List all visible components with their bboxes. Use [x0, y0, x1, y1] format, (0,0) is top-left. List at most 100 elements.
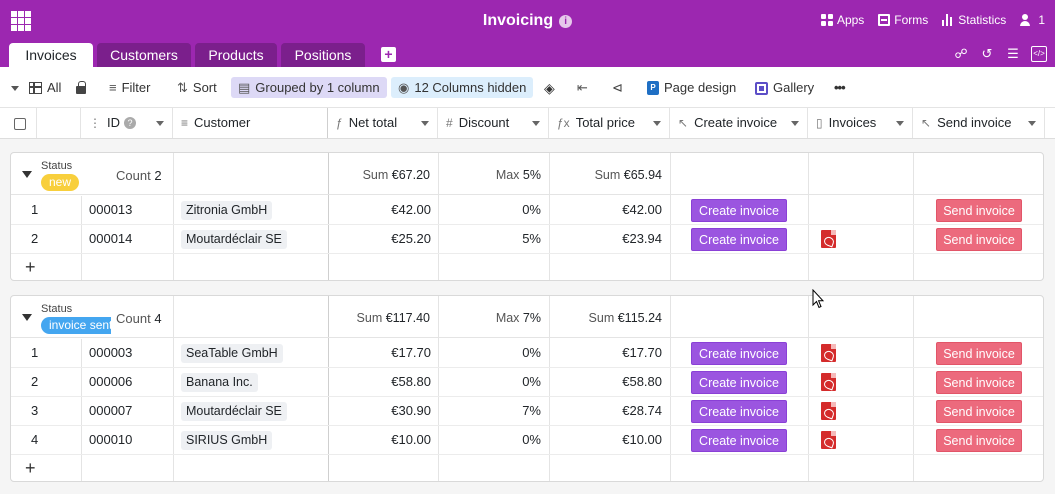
create-invoice-button[interactable]: Create invoice	[691, 228, 787, 251]
cell-total-price[interactable]: €17.70	[622, 345, 662, 360]
cell-total-price[interactable]: €23.94	[622, 231, 662, 246]
cell-net-total[interactable]: €30.90	[391, 403, 431, 418]
more-button[interactable]: •••	[834, 78, 846, 98]
cell-total-price[interactable]: €10.00	[622, 432, 662, 447]
send-invoice-button[interactable]: Send invoice	[936, 429, 1022, 452]
cell-discount[interactable]: 0%	[522, 432, 541, 447]
view-switcher[interactable]: All	[11, 78, 61, 98]
row-height-button[interactable]: ⇤	[577, 78, 588, 98]
table-row[interactable]: 3 000007 Moutardéclair SE €30.90 7% €28.…	[11, 397, 1043, 426]
send-invoice-button[interactable]: Send invoice	[936, 400, 1022, 423]
table-row[interactable]: 2 000006 Banana Inc. €58.80 0% €58.80 Cr…	[11, 368, 1043, 397]
column-header-discount[interactable]: # Discount	[438, 108, 549, 138]
tab-customers[interactable]: Customers	[97, 43, 191, 67]
statistics-button[interactable]: Statistics	[942, 13, 1006, 27]
chevron-down-icon[interactable]	[421, 121, 429, 126]
chevron-down-icon[interactable]	[1028, 121, 1036, 126]
chevron-down-icon[interactable]	[532, 121, 540, 126]
select-all-checkbox[interactable]	[14, 118, 26, 130]
tab-positions[interactable]: Positions	[281, 43, 365, 67]
cell-customer-link[interactable]: SeaTable GmbH	[181, 344, 283, 363]
cell-id[interactable]: 000003	[89, 345, 133, 360]
cell-id[interactable]: 000013	[89, 202, 133, 217]
column-header-id[interactable]: ⋮ ID?	[81, 108, 173, 138]
pdf-file-icon[interactable]	[821, 431, 836, 449]
column-header-customer[interactable]: ≡ Customer	[173, 108, 328, 138]
cell-net-total[interactable]: €17.70	[391, 345, 431, 360]
send-invoice-button[interactable]: Send invoice	[936, 342, 1022, 365]
cell-id[interactable]: 000007	[89, 403, 133, 418]
share-icon[interactable]: ☍	[954, 46, 968, 61]
table-row[interactable]: 4 000010 SIRIUS GmbH €10.00 0% €10.00 Cr…	[11, 426, 1043, 455]
info-icon[interactable]: i	[559, 15, 573, 28]
forms-button[interactable]: Forms	[878, 13, 928, 27]
cell-net-total[interactable]: €25.20	[391, 231, 431, 246]
tab-invoices[interactable]: Invoices	[9, 43, 93, 82]
cell-total-price[interactable]: €28.74	[622, 403, 662, 418]
app-menu-icon[interactable]	[11, 11, 31, 31]
column-header-net-total[interactable]: ƒ Net total	[328, 108, 438, 138]
page-design-button[interactable]: P Page design	[647, 78, 736, 98]
cell-discount[interactable]: 0%	[522, 374, 541, 389]
collapse-group-icon[interactable]	[22, 314, 32, 321]
table-row[interactable]: 1 000013 Zitronia GmbH €42.00 0% €42.00 …	[11, 196, 1043, 225]
send-invoice-button[interactable]: Send invoice	[936, 199, 1022, 222]
settings-sliders-icon[interactable]: ☰	[1007, 46, 1019, 61]
create-invoice-button[interactable]: Create invoice	[691, 429, 787, 452]
cell-discount[interactable]: 0%	[522, 202, 541, 217]
cell-total-price[interactable]: €42.00	[622, 202, 662, 217]
cell-customer-link[interactable]: Moutardéclair SE	[181, 230, 287, 249]
cell-discount[interactable]: 0%	[522, 345, 541, 360]
add-row-button[interactable]: +	[11, 254, 1043, 280]
collapse-group-icon[interactable]	[22, 171, 32, 178]
create-invoice-button[interactable]: Create invoice	[691, 371, 787, 394]
add-row-button[interactable]: +	[11, 455, 1043, 481]
chevron-down-icon[interactable]	[896, 121, 904, 126]
cell-customer-link[interactable]: Moutardéclair SE	[181, 402, 287, 421]
column-header-invoices[interactable]: ▯ Invoices	[808, 108, 913, 138]
filter-button[interactable]: ≡ Filter	[109, 78, 150, 98]
send-invoice-button[interactable]: Send invoice	[936, 371, 1022, 394]
send-invoice-button[interactable]: Send invoice	[936, 228, 1022, 251]
cell-net-total[interactable]: €42.00	[391, 202, 431, 217]
cell-id[interactable]: 000006	[89, 374, 133, 389]
pdf-file-icon[interactable]	[821, 373, 836, 391]
tab-products[interactable]: Products	[195, 43, 277, 67]
cell-id[interactable]: 000014	[89, 231, 133, 246]
gallery-button[interactable]: Gallery	[755, 78, 814, 98]
help-icon[interactable]: ?	[124, 117, 136, 129]
cell-customer-link[interactable]: Banana Inc.	[181, 373, 258, 392]
column-header-create-invoice[interactable]: ↖ Create invoice	[670, 108, 808, 138]
sort-button[interactable]: ⇅ Sort	[177, 78, 217, 98]
column-header-total-price[interactable]: ƒx Total price	[549, 108, 670, 138]
add-table-button[interactable]: +	[381, 47, 396, 62]
chevron-down-icon[interactable]	[653, 121, 661, 126]
group-button[interactable]: ▤ Grouped by 1 column	[231, 77, 387, 98]
cell-total-price[interactable]: €58.80	[622, 374, 662, 389]
chevron-down-icon[interactable]	[156, 121, 164, 126]
history-icon[interactable]: ↺	[981, 46, 993, 61]
collaborators-button[interactable]: 1	[1020, 13, 1045, 27]
pdf-file-icon[interactable]	[821, 344, 836, 362]
cell-net-total[interactable]: €10.00	[391, 432, 431, 447]
table-row[interactable]: 1 000003 SeaTable GmbH €17.70 0% €17.70 …	[11, 339, 1043, 368]
share-view-button[interactable]: ⊲	[612, 78, 623, 98]
cell-customer-link[interactable]: SIRIUS GmbH	[181, 431, 273, 450]
table-row[interactable]: 2 000014 Moutardéclair SE €25.20 5% €23.…	[11, 225, 1043, 254]
hide-columns-button[interactable]: ◉ 12 Columns hidden	[391, 77, 534, 98]
row-color-button[interactable]: ◈	[544, 78, 555, 98]
apps-button[interactable]: Apps	[820, 13, 864, 27]
pdf-file-icon[interactable]	[821, 402, 836, 420]
column-header-send-invoice[interactable]: ↖ Send invoice	[913, 108, 1045, 138]
cell-id[interactable]: 000010	[89, 432, 133, 447]
cell-customer-link[interactable]: Zitronia GmbH	[181, 201, 273, 220]
create-invoice-button[interactable]: Create invoice	[691, 342, 787, 365]
lock-view-button[interactable]	[76, 78, 86, 98]
code-icon[interactable]: </>	[1031, 46, 1047, 62]
create-invoice-button[interactable]: Create invoice	[691, 400, 787, 423]
chevron-down-icon[interactable]	[791, 121, 799, 126]
create-invoice-button[interactable]: Create invoice	[691, 199, 787, 222]
pdf-file-icon[interactable]	[821, 230, 836, 248]
cell-discount[interactable]: 5%	[522, 231, 541, 246]
cell-discount[interactable]: 7%	[522, 403, 541, 418]
